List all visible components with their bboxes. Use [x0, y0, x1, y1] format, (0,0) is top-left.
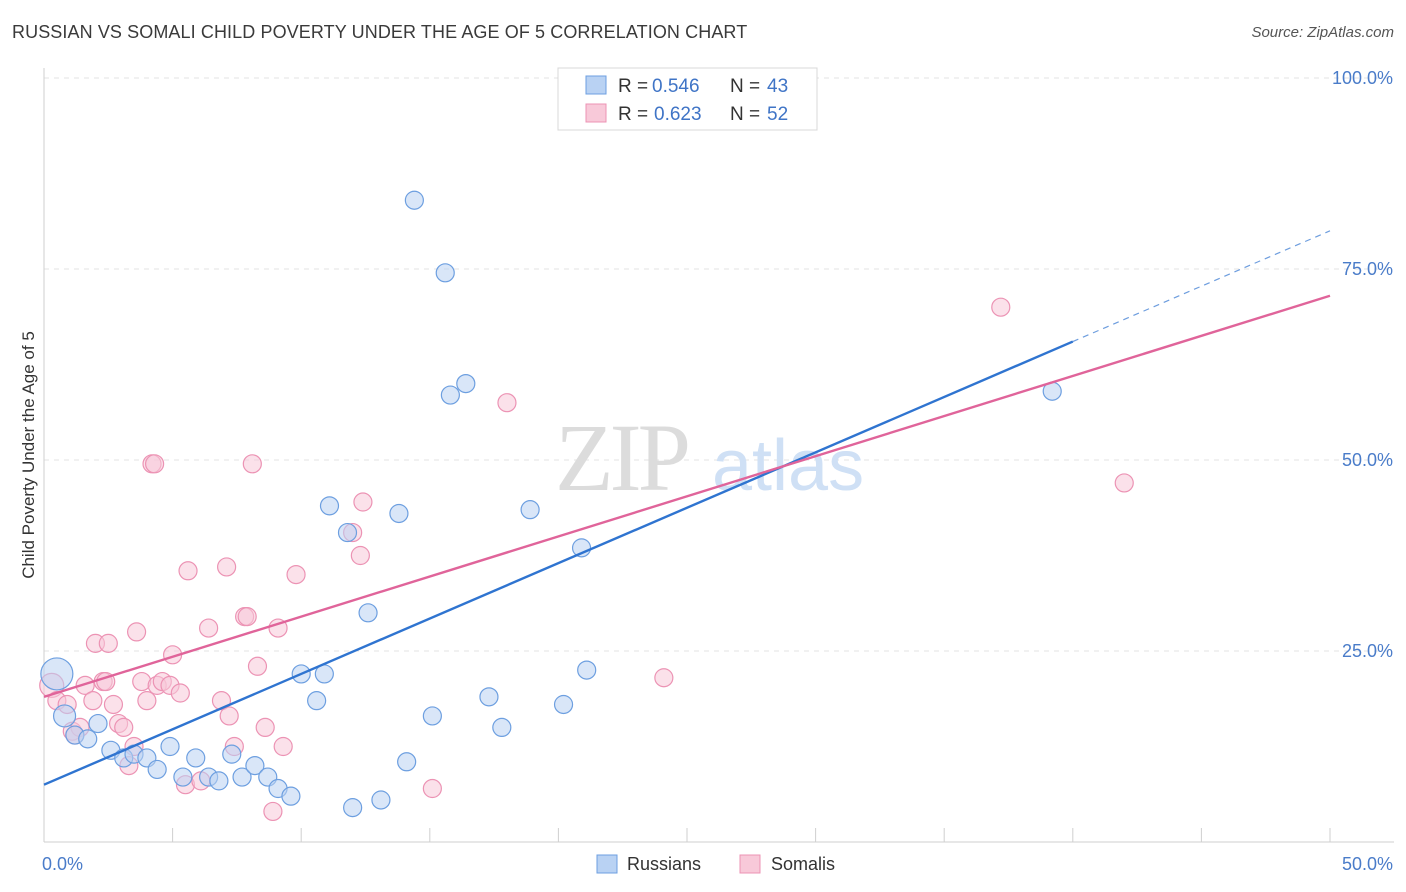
bottom-legend-label-somalis: Somalis	[771, 854, 835, 874]
russians-trend-line	[43, 340, 1074, 786]
somalis-trend-line	[43, 294, 1331, 698]
russians-point-10	[160, 736, 180, 757]
somalis-point-41	[350, 545, 370, 566]
trend-lines	[43, 230, 1331, 786]
russians-point-28	[371, 790, 391, 810]
russians-point-37	[492, 717, 512, 738]
russians-point-39	[553, 694, 574, 715]
somalis-point-33	[242, 454, 262, 474]
somalis-point-5	[75, 675, 95, 695]
russians-point-0	[40, 657, 74, 691]
russians-point-9	[147, 759, 167, 780]
russians-point-1	[52, 704, 77, 728]
russians-point-29	[389, 503, 409, 524]
tick-labels: 25.0% 50.0% 75.0% 100.0% 0.0% 50.0%	[42, 68, 1393, 874]
top-legend: R = 0.546 N = 43 R = 0.623 N = 52	[557, 67, 818, 131]
somalis-point-47	[1114, 473, 1134, 493]
series-russians	[40, 190, 1062, 818]
russians-point-41	[577, 660, 597, 680]
somalis-point-29	[217, 557, 237, 577]
bottom-legend: Russians Somalis	[596, 854, 835, 874]
bottom-legend-swatch-russians	[596, 854, 618, 874]
russians-point-33	[435, 263, 455, 283]
russians-point-16	[232, 767, 252, 787]
y-axis-title: Child Poverty Under the Age of 5	[19, 331, 38, 579]
legend-r-label-russians: R =	[618, 76, 648, 97]
somalis-point-35	[255, 717, 275, 738]
russians-point-4	[88, 713, 108, 734]
somalis-point-30	[219, 706, 239, 726]
x-tick-label-0: 0.0%	[42, 854, 83, 874]
source-label: Source: ZipAtlas.com	[1251, 24, 1394, 41]
y-tick-label-0: 25.0%	[1342, 641, 1393, 661]
legend-n-value-somalis: 52	[767, 104, 788, 125]
somalis-point-27	[199, 618, 219, 638]
russians-point-15	[222, 744, 242, 764]
somalis-point-36	[263, 801, 283, 822]
somalis-point-38	[273, 736, 293, 757]
somalis-point-49	[144, 454, 165, 474]
legend-n-value-russians: 43	[767, 76, 788, 97]
russians-point-31	[404, 190, 424, 210]
somalis-point-6	[83, 691, 103, 711]
legend-swatch-russians	[585, 75, 607, 95]
russians-point-12	[186, 748, 206, 768]
series-somalis	[39, 297, 1134, 822]
somalis-point-46	[991, 297, 1011, 317]
somalis-point-9	[98, 633, 118, 653]
russians-point-30	[397, 752, 417, 772]
russians-point-24	[319, 496, 340, 516]
y-tick-label-2: 75.0%	[1342, 259, 1393, 279]
somalis-point-48	[237, 607, 257, 627]
chart-title: RUSSIAN VS SOMALI CHILD POVERTY UNDER TH…	[12, 22, 748, 42]
russians-point-14	[209, 771, 229, 791]
legend-n-label-somalis: N =	[730, 104, 760, 125]
grid-lines	[44, 77, 1394, 652]
russians-point-22	[307, 691, 327, 711]
y-tick-label-1: 50.0%	[1342, 450, 1393, 470]
somalis-point-15	[126, 622, 147, 642]
legend-n-label-russians: N =	[730, 76, 760, 97]
russians-point-20	[281, 786, 301, 806]
legend-swatch-somalis	[585, 103, 607, 123]
somalis-point-10	[103, 694, 124, 715]
somalis-point-39	[286, 564, 306, 585]
russians-point-11	[173, 767, 193, 787]
somalis-point-12	[114, 717, 134, 738]
somalis-point-25	[178, 561, 198, 581]
somalis-point-17	[137, 691, 157, 711]
somalis-point-23	[170, 683, 190, 703]
russians-point-38	[520, 500, 540, 520]
axes	[43, 68, 1394, 843]
bottom-legend-swatch-somalis	[739, 854, 761, 874]
somalis-point-45	[654, 668, 674, 688]
russians-point-3	[78, 729, 98, 749]
russians-point-26	[343, 798, 363, 818]
russians-point-17	[245, 755, 265, 776]
russians-point-25	[337, 522, 358, 543]
russians-point-32	[422, 706, 442, 726]
somalis-point-43	[422, 778, 442, 799]
legend-r-label-somalis: R =	[618, 104, 648, 125]
russians-trend-extension	[1072, 230, 1331, 343]
legend-r-value-somalis: 0.623	[654, 104, 702, 125]
somalis-point-42	[353, 492, 373, 512]
russians-point-36	[479, 687, 499, 707]
x-tick-label-1: 50.0%	[1342, 854, 1393, 874]
legend-r-value-russians: 0.546	[652, 76, 700, 97]
russians-point-27	[358, 603, 378, 623]
russians-point-34	[440, 385, 460, 405]
somalis-point-34	[247, 656, 268, 676]
russians-point-35	[456, 374, 476, 394]
bottom-legend-label-russians: Russians	[627, 854, 701, 874]
y-tick-label-3: 100.0%	[1332, 68, 1393, 88]
watermark: ZIP	[555, 404, 688, 511]
somalis-point-44	[497, 393, 517, 413]
